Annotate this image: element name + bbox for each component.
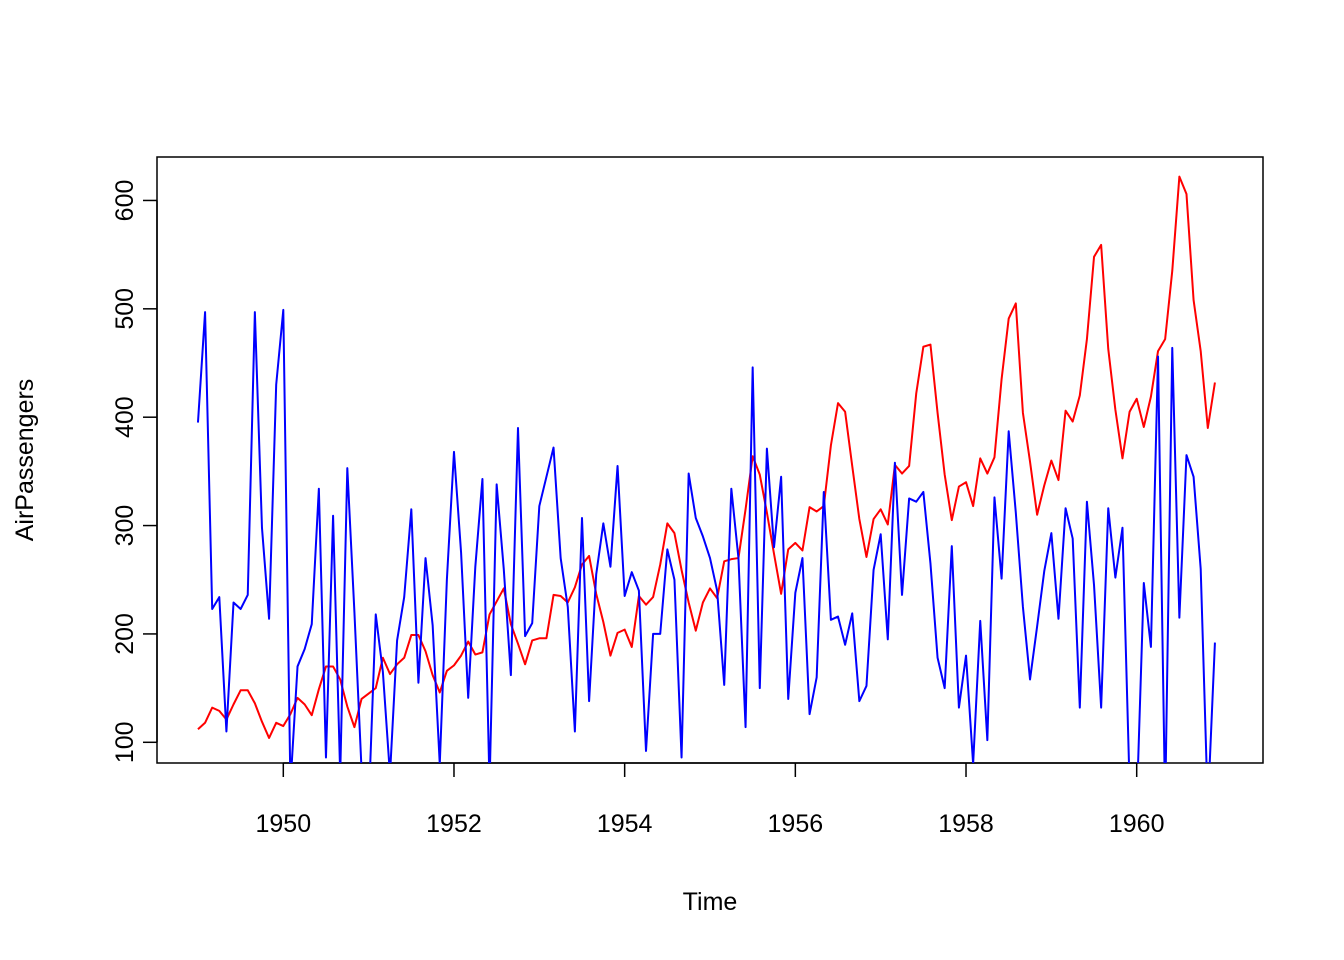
series-layer	[196, 175, 1216, 763]
y-axis: 100 200 300 400 500 600	[111, 180, 158, 763]
y-tick-label: 400	[111, 396, 139, 438]
x-tick-label: 1960	[1109, 810, 1165, 838]
y-tick-label: 300	[111, 505, 139, 547]
series-line-2	[196, 308, 1216, 763]
x-tick-label: 1954	[597, 810, 653, 838]
x-axis: 1950 1952 1954 1956 1958 1960	[255, 762, 1165, 838]
y-tick-label: 600	[111, 180, 139, 222]
x-axis-title: Time	[683, 888, 738, 916]
x-tick-label: 1958	[938, 810, 994, 838]
y-tick-label: 100	[111, 721, 139, 763]
x-tick-label: 1950	[255, 810, 311, 838]
y-tick-label: 500	[111, 288, 139, 330]
x-tick-label: 1956	[768, 810, 824, 838]
y-tick-label: 200	[111, 613, 139, 655]
x-tick-label: 1952	[426, 810, 482, 838]
y-axis-title: AirPassengers	[11, 379, 39, 542]
series-line-1	[197, 175, 1216, 739]
